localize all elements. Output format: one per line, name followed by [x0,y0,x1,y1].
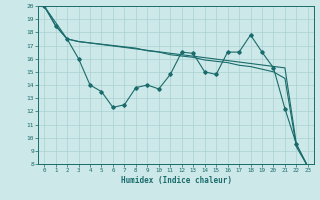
X-axis label: Humidex (Indice chaleur): Humidex (Indice chaleur) [121,176,231,185]
